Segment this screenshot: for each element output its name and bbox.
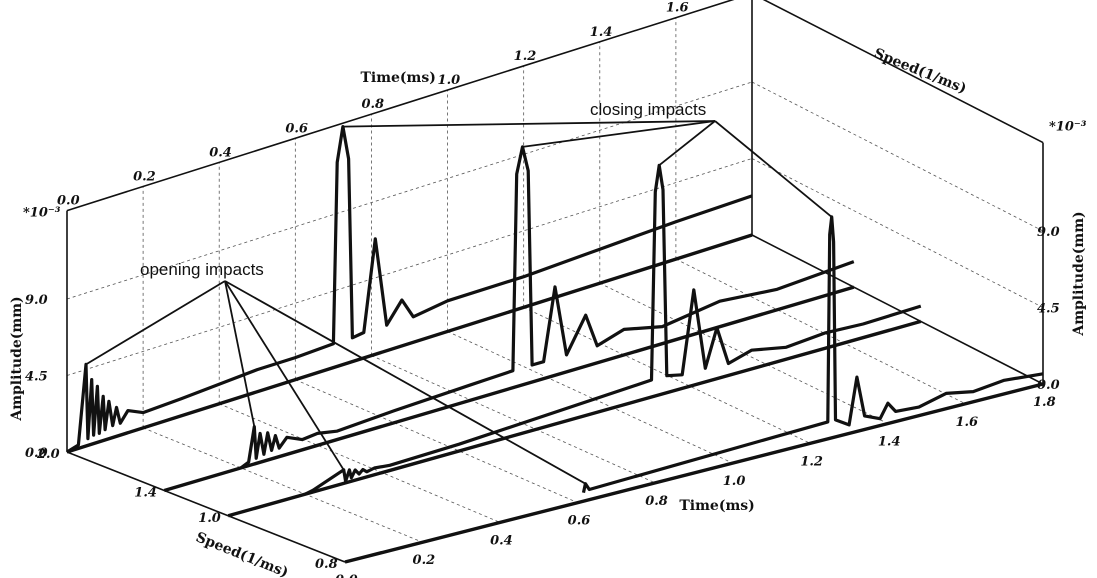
box-edge: [66, 0, 735, 212]
x-tick-label-top: 1.6: [666, 1, 689, 16]
x-tick-label-bottom: 0.4: [490, 533, 513, 548]
speed-axis-label-top: Speed(1/ms): [871, 46, 968, 98]
speed-tick-label: 1.0: [198, 511, 221, 526]
grid-line: [751, 81, 1044, 232]
x-tick-label-bottom: 0.2: [413, 553, 436, 568]
x-tick-label-bottom: 1.0: [723, 474, 746, 489]
x-tick-label-bottom: 1.6: [955, 415, 978, 430]
box-edge: [751, 234, 1044, 385]
series-trace-1.4: [239, 145, 855, 470]
grid-line: [447, 331, 733, 464]
amplitude-tick-label-right: 4.5: [1037, 302, 1060, 317]
amplitude-tick-label-right: 9.0: [1037, 225, 1060, 240]
annotation-label: closing impacts: [590, 100, 706, 119]
box-edge: [66, 451, 346, 563]
series-baseline: [344, 382, 1044, 564]
annotation-leader: [224, 280, 345, 471]
grid-line: [371, 355, 656, 484]
amplitude-axis-label-left: Amplitude(mm): [9, 296, 25, 421]
series-baseline: [163, 285, 855, 493]
series-trace-2.0: [66, 125, 753, 454]
amplitude-tick-label-left: 4.5: [25, 370, 48, 385]
grid-lines: [66, 17, 1044, 543]
annotation-label: opening impacts: [140, 260, 264, 279]
amplitude-tick-label-right: 0.0: [1037, 378, 1060, 393]
grid-line: [751, 158, 1044, 308]
amplitude-multiplier-left: *10⁻³: [23, 206, 61, 221]
time-axis-label-top: Time(ms): [360, 70, 435, 86]
grid-line: [142, 427, 423, 543]
speed-tick-label: 1.4: [134, 486, 157, 501]
speed-tick-label: 2.0: [36, 447, 60, 462]
x-tick-label-bottom: 1.4: [878, 435, 901, 450]
series-traces: [66, 125, 1044, 564]
x-tick-label-top: 0.0: [57, 194, 80, 209]
x-tick-label-top: 1.2: [514, 49, 537, 64]
amplitude-axis-label-right: Amplitude(mm): [1071, 211, 1087, 336]
x-tick-label-top: 0.8: [361, 97, 384, 112]
annotation-leader: [342, 120, 716, 128]
x-tick-label-bottom: 1.2: [800, 454, 823, 469]
x-tick-label-bottom: 0.8: [645, 494, 668, 509]
series-baseline: [66, 233, 753, 454]
x-tick-label-top: 0.2: [133, 169, 156, 184]
series-baseline: [227, 319, 922, 518]
amplitude-tick-label-left: 9.0: [25, 293, 48, 308]
amplitude-tick-label-left: 0.0: [25, 446, 48, 461]
series-trace-1.0: [304, 163, 922, 496]
annotation-leader: [522, 120, 716, 148]
x-tick-label-top: 0.4: [209, 145, 232, 160]
axis-labels: Time(ms) Time(ms) Speed(1/ms) Speed(1/ms) Am…: [9, 46, 1087, 578]
annotations: opening impacts closing impacts: [85, 100, 833, 485]
time-axis-label-bottom: Time(ms): [679, 498, 754, 514]
x-tick-label-top: 1.0: [438, 73, 461, 88]
annotation-leader: [224, 280, 586, 485]
annotation-leader: [714, 120, 833, 218]
box-edge: [762, 0, 1044, 144]
annotation-leader: [658, 120, 716, 167]
amplitude-multiplier-right: *10⁻³: [1049, 120, 1087, 135]
series-trace-0.8: [581, 215, 1044, 494]
annotation-leader: [85, 280, 226, 366]
x-tick-label-bottom: 1.8: [1033, 395, 1056, 410]
grid-line: [219, 403, 501, 523]
speed-tick-label: 0.8: [315, 557, 338, 572]
tick-labels: 0.0 0.0 0.2 0.2 0.4 0.4 0.6 0.6 0.8 0.8 1.0 1.0 1.2 1…: [23, 1, 1087, 578]
x-tick-label-top: 1.4: [590, 25, 613, 40]
x-tick-label-top: 0.6: [285, 121, 308, 136]
speed-axis-label-bottom: Speed(1/ms): [193, 529, 290, 578]
x-tick-label-bottom: 0.6: [568, 514, 591, 529]
annotation-leader: [224, 280, 256, 427]
x-tick-label-bottom: 0.0: [335, 573, 358, 578]
